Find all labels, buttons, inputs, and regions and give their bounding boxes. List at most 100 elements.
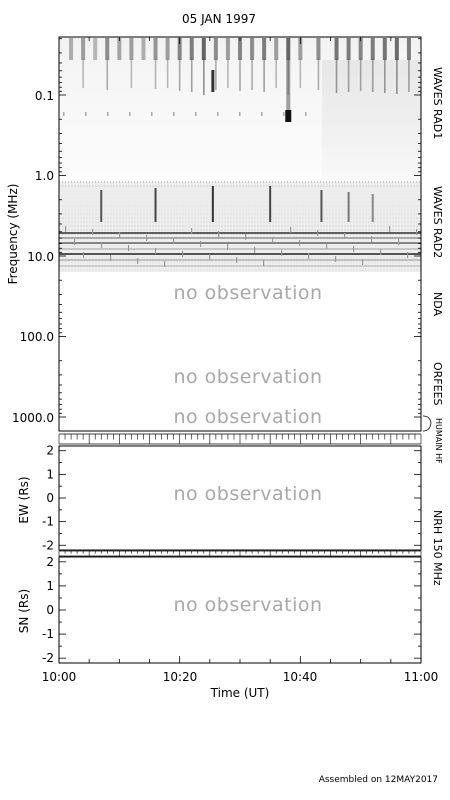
rad1-burst <box>262 38 267 60</box>
ytick-1.0: 1.0 <box>35 169 54 183</box>
humain-no-observation: no observation <box>173 406 322 428</box>
rad1-dot <box>63 112 65 116</box>
rad1-dot <box>217 112 219 116</box>
rad1-burst <box>189 38 194 60</box>
rad1-burst-tail <box>227 58 229 88</box>
rad1-burst-tail <box>371 58 374 92</box>
rs-tick-label: 0 <box>46 603 54 617</box>
sn-axis-label: SN (Rs) <box>17 589 31 633</box>
rad1-burst <box>406 38 411 60</box>
rad1-burst-tail <box>130 58 133 88</box>
rad1-burst-tail <box>299 58 302 88</box>
rad2-fleck <box>290 227 292 233</box>
rad2-burst <box>211 186 214 222</box>
ytick-100.0: 100.0 <box>20 330 54 344</box>
rs-tick-label: 2 <box>46 444 54 458</box>
separator-band-mid <box>58 550 422 557</box>
rad2-fleck <box>101 242 103 248</box>
rad1-burst <box>213 38 218 60</box>
rad1-burst-tail <box>335 58 338 93</box>
ew-axis-label: EW (Rs) <box>17 476 31 523</box>
panel-label-nda: NDA <box>431 292 444 317</box>
ew-no-observation: no observation <box>173 483 322 505</box>
rad2-fleck <box>92 229 94 235</box>
assembled-footer: Assembled on 12MAY2017 <box>319 775 438 785</box>
sn-no-observation: no observation <box>173 594 322 616</box>
frequency-ticks: 0.1 1.0 10.0 100.0 1000.0 <box>12 89 54 425</box>
rad1-burst <box>394 38 399 60</box>
rad1-dot <box>107 112 109 116</box>
rad1-burst <box>238 38 242 60</box>
rad2-fleck <box>236 257 238 263</box>
rad1-burst-strong <box>211 70 215 92</box>
rad1-burst-group <box>63 38 411 122</box>
rs-tick-label: -1 <box>42 515 54 529</box>
rad2-fleck <box>344 233 346 239</box>
rs-tick-label: 2 <box>46 555 54 569</box>
rs-tick-label: 0 <box>46 491 54 505</box>
sn-panel: no observation 2 1 0 -1 -2 SN (Rs) <box>17 555 422 665</box>
rad1-burst <box>370 38 375 60</box>
rad2-fleck <box>164 261 166 267</box>
rs-tick-label: 1 <box>46 467 54 481</box>
rad1-burst-tail <box>347 58 350 92</box>
orfees-no-observation: no observation <box>173 366 322 388</box>
rad1-burst <box>117 38 122 60</box>
rad1-burst <box>153 38 158 60</box>
rad1-burst <box>286 38 291 60</box>
rad2-fleck <box>83 252 85 258</box>
rad2-fleck <box>317 230 319 236</box>
rad1-burst <box>346 38 351 60</box>
rad1-burst-tail <box>82 58 84 88</box>
rad1-burst <box>298 38 303 60</box>
rad1-burst <box>81 38 86 60</box>
rad1-dot <box>239 112 241 116</box>
rad2-fleck <box>209 254 211 260</box>
rad2-fleck <box>254 247 256 253</box>
panel-label-humain-hf: HUMAIN HF <box>434 418 443 464</box>
rad2-fleck <box>119 232 121 238</box>
rad2-fleck <box>128 245 130 251</box>
rad1-burst-tail <box>203 58 205 95</box>
ytick-1000.0: 1000.0 <box>12 411 54 425</box>
rad1-burst <box>105 38 110 60</box>
sn-ticks: 2 1 0 -1 -2 <box>42 555 421 665</box>
spectrogram-panel: no observation no observation no observa… <box>6 36 444 464</box>
rad2-fleck <box>398 239 400 245</box>
rs-tick-label: 1 <box>46 579 54 593</box>
rad1-dot <box>129 112 131 116</box>
rad2-fleck <box>173 238 175 244</box>
rad1-burst-tail <box>384 58 386 93</box>
time-axis-label: Time (UT) <box>210 686 270 700</box>
time-tick-labels: 10:00 10:20 10:40 11:00 <box>42 670 439 684</box>
rad2-burst <box>347 192 350 222</box>
rad1-dot <box>261 112 263 116</box>
panel-label-waves-rad1: WAVES RAD1 <box>431 67 444 139</box>
rad1-burst <box>316 38 321 60</box>
rad2-fleck <box>371 236 373 242</box>
spectrogram-title: 05 JAN 1997 <box>182 12 256 26</box>
rad2-fleck <box>299 240 301 246</box>
rad2-fleck <box>272 237 274 243</box>
rad1-burst-tail <box>317 58 320 90</box>
rad1-burst <box>250 38 255 60</box>
rad2-spectrum <box>59 182 421 272</box>
rad1-burst <box>69 38 74 60</box>
rad2-fleck <box>65 226 67 232</box>
ew-panel: no observation 2 1 0 -1 -2 EW (Rs) <box>17 444 422 552</box>
rad1-burst-tail <box>215 58 217 90</box>
frequency-axis-label: Frequency (MHz) <box>6 184 20 285</box>
frequency-tickmarks <box>59 38 421 418</box>
rad1-burst <box>225 38 230 60</box>
rad1-burst-tail <box>359 58 362 91</box>
rad2-fleck <box>191 228 193 234</box>
rad2-fleck <box>74 239 76 245</box>
rad2-fleck <box>353 246 355 252</box>
rs-tick-label: -1 <box>42 627 54 641</box>
ytick-0.1: 0.1 <box>35 89 54 103</box>
rad2-fleck <box>281 250 283 256</box>
rad2-fleck <box>308 253 310 259</box>
rad2-fleck <box>146 235 148 241</box>
rad2-fleck <box>362 259 364 265</box>
